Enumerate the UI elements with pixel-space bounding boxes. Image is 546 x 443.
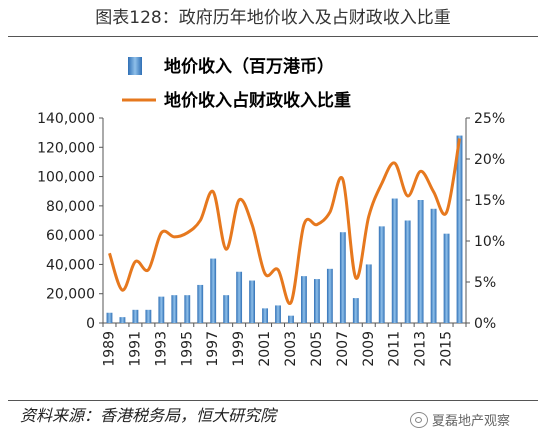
y-left-tick-label: 140,000 xyxy=(37,111,95,127)
x-tick-label: 2009 xyxy=(361,331,377,367)
x-tick-label: 1991 xyxy=(127,331,143,367)
bar xyxy=(106,312,113,323)
legend-line-label: 地价收入占财政收入比重 xyxy=(164,90,351,111)
bar xyxy=(223,295,230,323)
x-tick-label: 2011 xyxy=(387,331,403,367)
bar xyxy=(443,233,450,323)
bar xyxy=(145,309,152,323)
x-tick-label: 2013 xyxy=(413,331,429,367)
bar xyxy=(339,232,346,323)
bar xyxy=(158,296,165,323)
y-right-tick-label: 10% xyxy=(474,234,505,250)
y-left-tick-label: 40,000 xyxy=(46,257,95,273)
x-tick-label: 1999 xyxy=(231,331,247,367)
x-tick-label: 2005 xyxy=(309,331,325,367)
x-tick-label: 2015 xyxy=(439,331,455,367)
y-left-tick-label: 60,000 xyxy=(46,228,95,244)
watermark-text: 夏磊地产观察 xyxy=(432,414,511,429)
bar xyxy=(378,226,385,323)
bar xyxy=(365,264,372,323)
source-rule xyxy=(8,400,538,401)
y-left-tick-label: 20,000 xyxy=(46,287,95,303)
bar xyxy=(132,309,139,323)
bar xyxy=(313,279,320,323)
y-right-tick-label: 15% xyxy=(474,193,505,209)
bar xyxy=(197,284,204,323)
watermark: 夏磊地产观察 xyxy=(410,410,510,429)
bar xyxy=(262,308,268,323)
y-left-tick-label: 100,000 xyxy=(37,170,95,186)
y-left-tick-label: 120,000 xyxy=(37,140,95,156)
bar xyxy=(456,135,463,323)
figure-title: 图表128：政府历年地价收入及占财政收入比重 xyxy=(95,8,451,28)
bar xyxy=(288,315,294,323)
y-left-tick-label: 80,000 xyxy=(46,199,95,215)
y-right-tick-label: 25% xyxy=(474,111,505,127)
x-tick-label: 1995 xyxy=(179,331,195,367)
x-tick-label: 1993 xyxy=(153,331,169,367)
y-left-tick-label: 0 xyxy=(86,316,95,332)
bar xyxy=(184,295,191,323)
bar xyxy=(430,208,437,323)
bar xyxy=(417,200,424,323)
y-right-tick-label: 0% xyxy=(474,316,496,332)
legend-bar-label: 地价收入（百万港币） xyxy=(164,56,334,77)
x-tick-label: 2001 xyxy=(257,331,273,367)
bar xyxy=(210,258,217,323)
x-tick-label: 1997 xyxy=(205,331,221,367)
ratio-line xyxy=(108,138,461,305)
bar xyxy=(326,268,333,323)
wechat-icon xyxy=(410,411,428,428)
bar xyxy=(404,220,411,323)
y-right-tick-label: 20% xyxy=(474,152,505,168)
bar xyxy=(275,305,281,323)
x-tick-label: 2003 xyxy=(283,331,299,367)
title-rule xyxy=(8,36,538,37)
y-right-tick-label: 5% xyxy=(474,275,496,291)
x-tick-label: 1989 xyxy=(101,331,117,367)
bar xyxy=(171,295,178,323)
bar xyxy=(119,317,126,323)
source-note: 资料来源：香港税务局，恒大研究院 xyxy=(20,406,277,425)
bar xyxy=(352,298,359,323)
bar xyxy=(236,271,243,323)
legend-bar-swatch xyxy=(128,57,142,75)
x-tick-label: 2007 xyxy=(335,331,351,367)
bar xyxy=(249,280,256,323)
bar xyxy=(391,198,398,323)
bar xyxy=(301,276,307,323)
